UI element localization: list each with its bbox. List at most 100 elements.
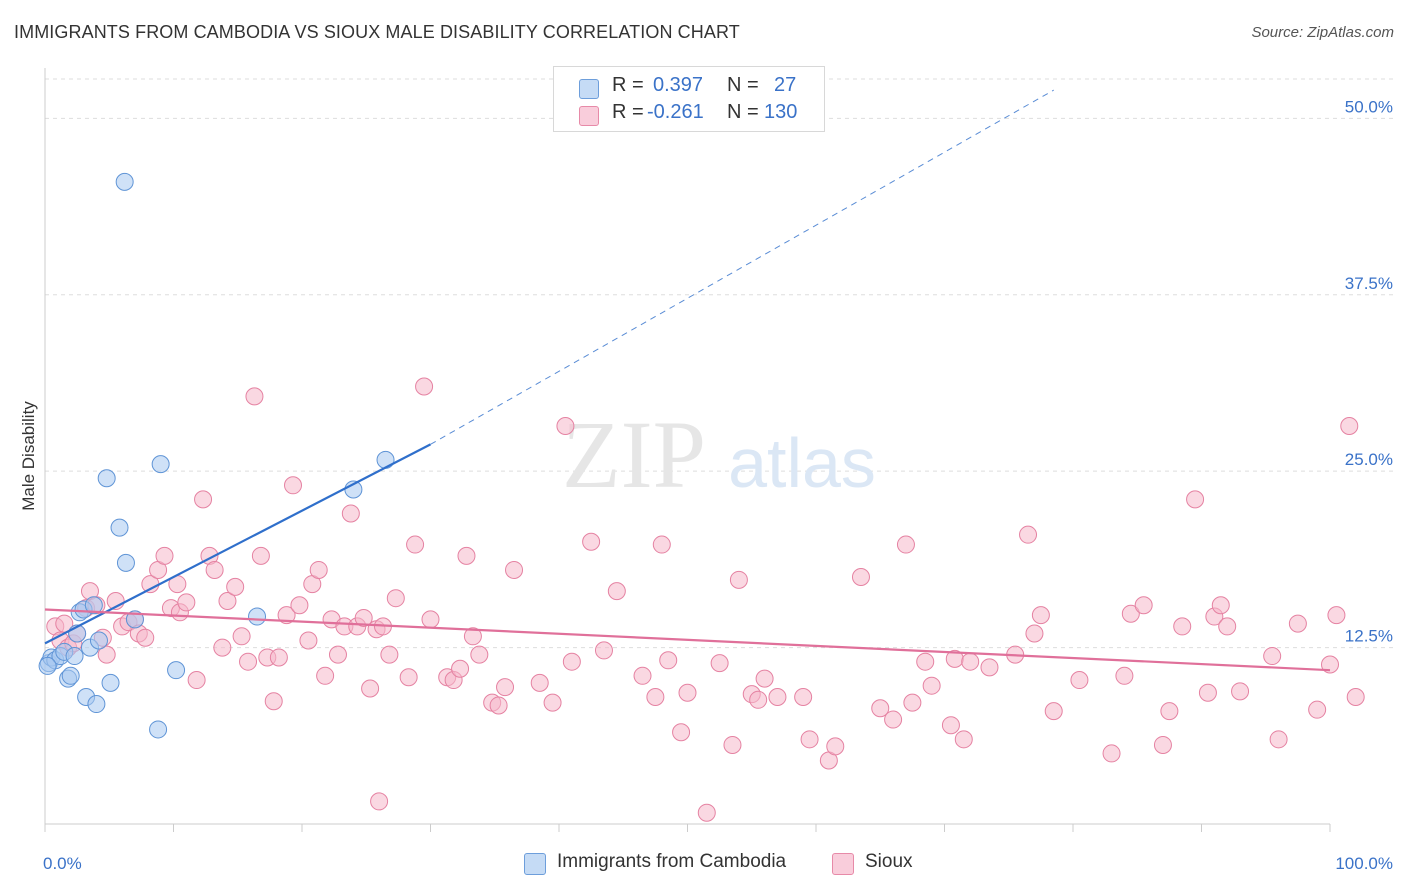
sioux-point [768,687,787,706]
bottom-legend-label-cambodia: Immigrants from Cambodia [557,851,787,872]
y-tick-label: 37.5% [1345,274,1393,293]
watermark-atlas: atlas [728,424,876,502]
cambodia-point [87,695,106,714]
sioux-point [672,723,691,742]
sioux-point [55,614,74,633]
sioux-point [729,570,748,589]
sioux-point [961,652,980,671]
cambodia-point [84,596,103,615]
cambodia-point [115,172,134,191]
legend-row-sioux: R = -0.261 N = 130 [554,101,824,129]
sioux-point [678,683,697,702]
sioux-point [177,593,196,612]
sioux-point [489,696,508,715]
legend-r-label: R = [612,74,644,96]
sioux-point [1102,744,1121,763]
sioux-point [328,645,347,664]
sioux-point [980,658,999,677]
sioux-point [1025,624,1044,643]
sioux-point [1160,702,1179,721]
legend-r-label: R = [612,101,644,123]
sioux-point [922,676,941,695]
legend-n-value: 130 [764,101,798,123]
sioux-point [794,687,813,706]
sioux-point [415,377,434,396]
sioux-point [884,710,903,729]
sioux-point [232,627,251,646]
sioux-point [800,730,819,749]
cambodia-point [65,647,84,666]
sioux-point [697,803,716,822]
sioux-point [896,535,915,554]
sioux-point [451,659,470,678]
sioux-point [399,668,418,687]
sioux-point [1288,614,1307,633]
sioux-point [463,627,482,646]
trend-lines [44,89,1331,672]
legend-n-value: 27 [774,74,797,96]
sioux-point [1198,683,1217,702]
sioux-point [205,560,224,579]
sioux-point [1186,490,1205,509]
legend-row-cambodia: R = 0.397 N = 27 [554,74,824,102]
cambodia-trend-line [44,443,432,645]
sioux-point [1231,682,1250,701]
sioux-point [941,716,960,735]
sioux-point [1019,525,1038,544]
sioux-point [341,504,360,523]
cambodia-points [38,172,395,739]
watermark: ZIP atlas [562,401,876,508]
sioux-point [659,651,678,670]
cambodia-point [101,673,120,692]
sioux-point [954,730,973,749]
grid-lines [45,78,1394,649]
sioux-point [1134,596,1153,615]
sioux-point [916,652,935,671]
legend: R = 0.397 N = 27 R = -0.261 N = 130 [553,66,825,132]
sioux-point [1346,687,1365,706]
sioux-point [505,560,524,579]
sioux-point [851,568,870,587]
sioux-point [213,638,232,657]
legend-swatch-sioux [579,106,599,126]
sioux-point [755,669,774,688]
sioux-point [251,546,270,565]
axes [44,68,1331,832]
sioux-point [646,687,665,706]
sioux-point [299,631,318,650]
cambodia-point [38,656,57,675]
sioux-point [1115,666,1134,685]
sioux-point [1218,617,1237,636]
sioux-point [543,693,562,712]
sioux-point [239,652,258,671]
sioux-point [386,589,405,608]
sioux-point [155,546,174,565]
sioux-point [496,678,515,697]
sioux-point [136,628,155,647]
sioux-point [1211,596,1230,615]
cambodia-point [248,607,267,626]
sioux-point [354,608,373,627]
x-tick-label: 100.0% [1335,854,1393,873]
sioux-point [556,417,575,436]
sioux-point [290,596,309,615]
sioux-point [1263,647,1282,666]
sioux-point [1031,606,1050,625]
cambodia-point [97,469,116,488]
sioux-point [1340,417,1359,436]
sioux-point [361,679,380,698]
sioux-point [370,792,389,811]
sioux-point [1327,606,1346,625]
sioux-point [652,535,671,554]
legend-r-value: 0.397 [653,74,704,96]
source-label: Source: ZipAtlas.com [1251,24,1394,41]
sioux-point [406,535,425,554]
sioux-point [530,673,549,692]
sioux-point [269,648,288,667]
sioux-point [749,690,768,709]
sioux-point [1044,702,1063,721]
sioux-point [607,582,626,601]
sioux-point [264,692,283,711]
x-tick-label: 0.0% [43,854,82,873]
y-tick-label: 12.5% [1345,627,1393,646]
